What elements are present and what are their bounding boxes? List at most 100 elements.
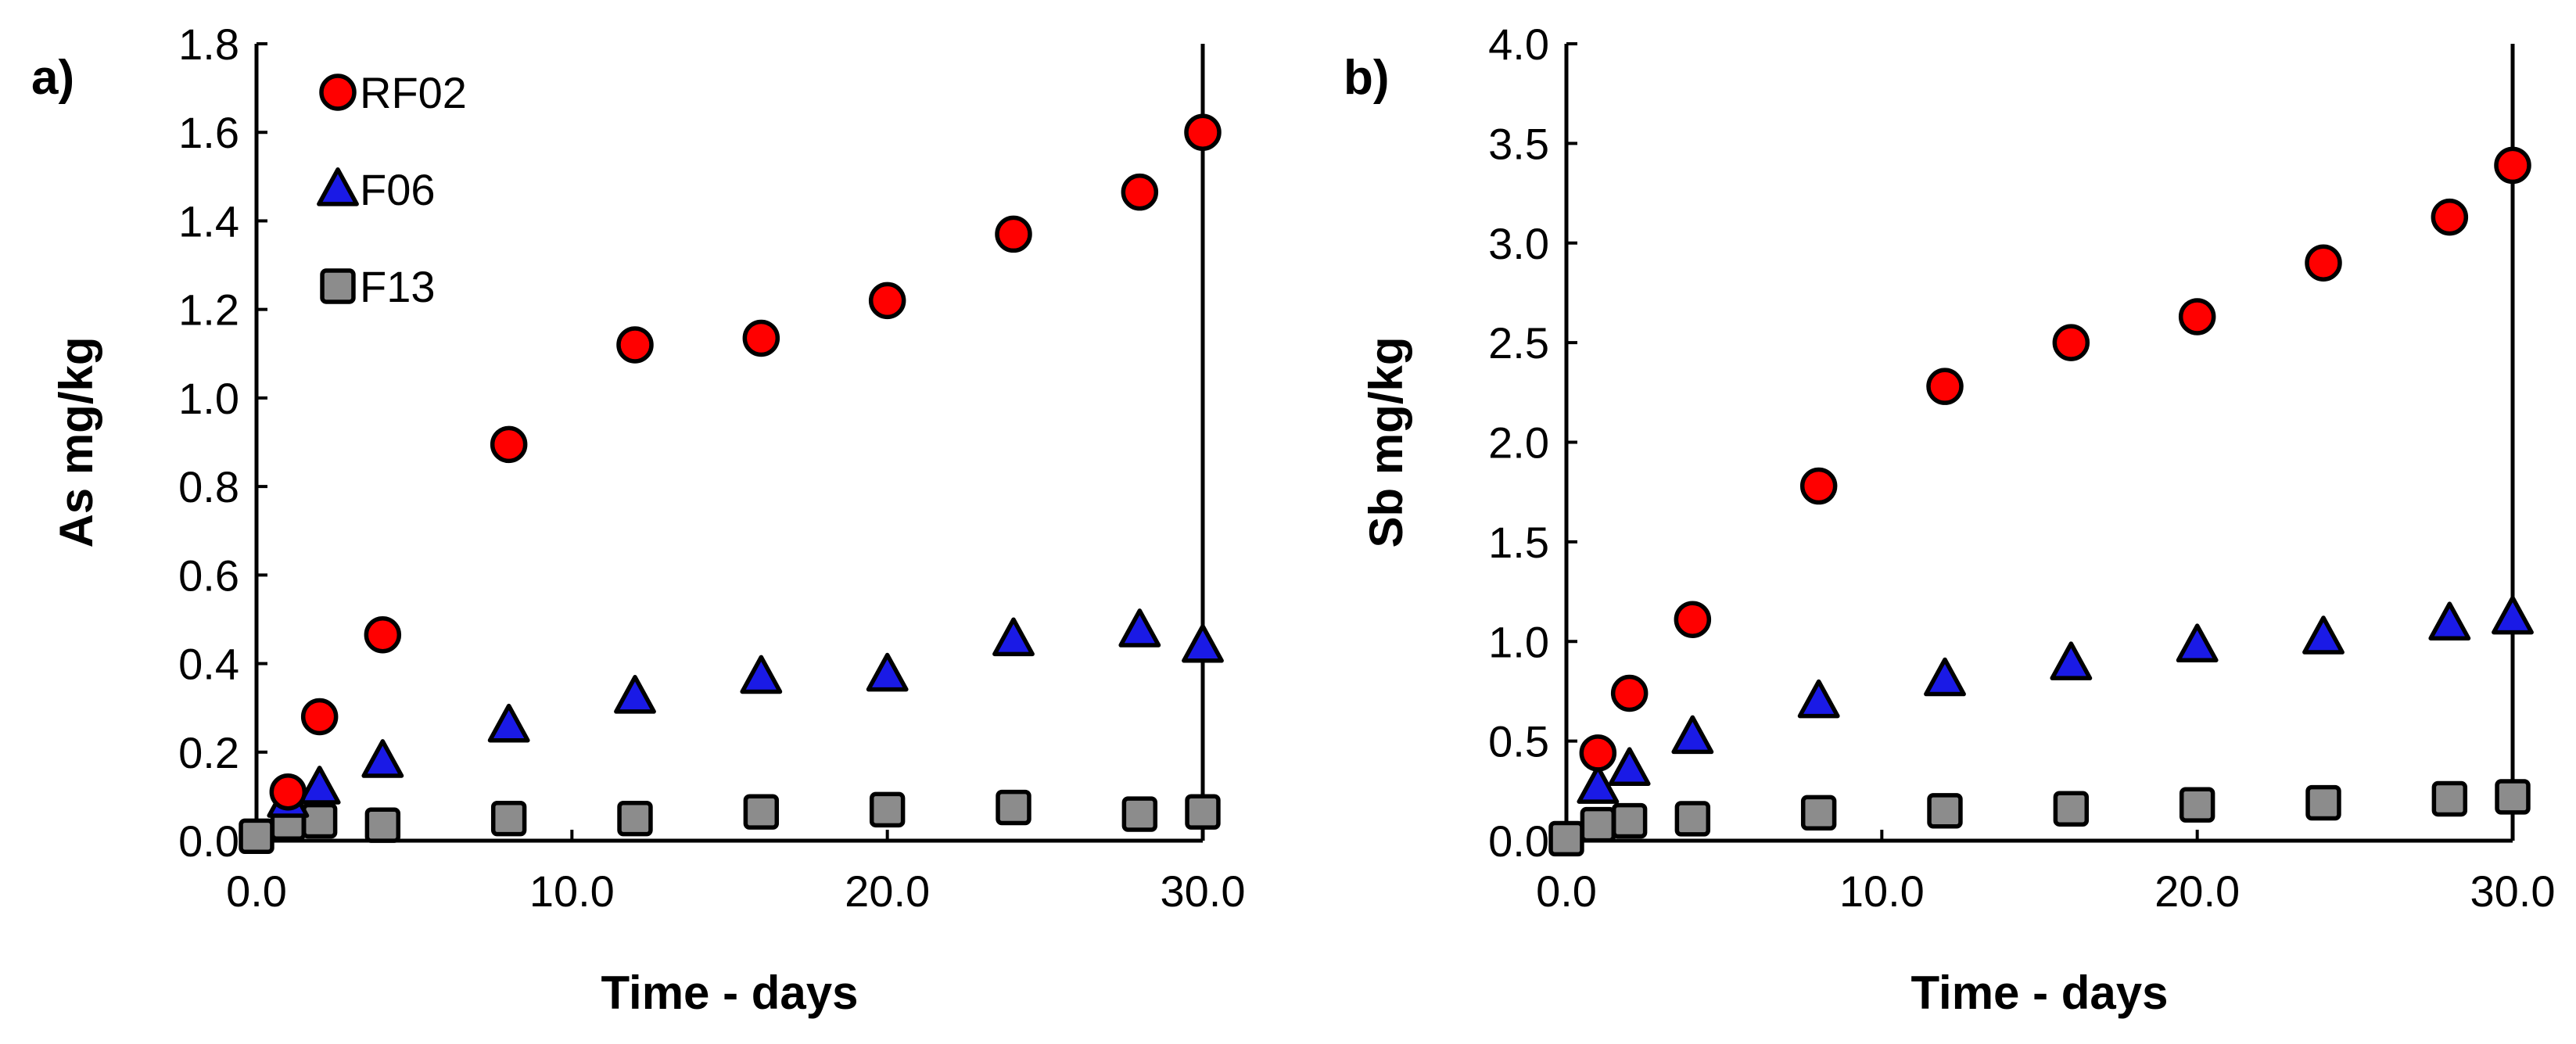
data-point-RF02	[1579, 734, 1617, 772]
y-tick-label: 1.4	[178, 196, 239, 246]
data-point-F06	[1671, 715, 1714, 755]
data-point-RF02	[2494, 146, 2531, 185]
data-point-F06	[1577, 765, 1620, 804]
legend-marker-F06	[317, 167, 359, 206]
panel-label: b)	[1344, 51, 1390, 105]
data-point-RF02	[616, 326, 654, 364]
y-tick-label: 0.8	[178, 462, 239, 511]
series-F06	[267, 608, 1224, 818]
data-point-F06	[866, 652, 909, 692]
data-point-F13	[996, 789, 1031, 826]
data-point-RF02	[868, 282, 906, 320]
y-tick-label: 1.2	[178, 285, 239, 335]
x-tick-label: 30.0	[2470, 866, 2556, 916]
x-tick-label: 10.0	[529, 866, 615, 916]
data-point-F06	[2428, 601, 2471, 640]
y-tick-label: 4.0	[1488, 20, 1549, 69]
y-tick-label: 2.0	[1488, 418, 1549, 468]
legend-label-F06: F06	[360, 165, 436, 214]
data-point-F13	[239, 818, 274, 855]
series-RF02	[269, 113, 1222, 811]
series-F06	[1577, 595, 2534, 804]
data-point-RF02	[2178, 298, 2216, 335]
data-point-RF02	[1926, 368, 1964, 405]
data-point-RF02	[300, 698, 339, 736]
x-tick-label: 20.0	[2154, 866, 2240, 916]
data-point-RF02	[2305, 244, 2342, 282]
x-tick-label: 20.0	[845, 866, 930, 916]
y-tick-label: 1.0	[1488, 617, 1549, 666]
data-point-RF02	[2052, 324, 2090, 361]
data-point-F13	[869, 791, 906, 828]
data-point-F13	[1800, 795, 1837, 831]
data-point-F06	[2492, 595, 2534, 635]
y-tick-label: 2.5	[1488, 318, 1549, 368]
data-point-F06	[1118, 608, 1161, 648]
chart-panel-b: 0.0 0.5 1.0 1.5 2.0 2.5 3.0 3.5 4.0 0.0 10.0 20.0 30…	[1344, 20, 2556, 1019]
data-point-F13	[1927, 793, 1963, 829]
data-point-F06	[2176, 623, 2219, 662]
y-tick-label: 3.5	[1488, 119, 1549, 168]
x-tick-label: 0.0	[1536, 866, 1597, 916]
data-point-RF02	[995, 215, 1032, 253]
y-tick-label: 0.5	[1488, 717, 1549, 766]
data-point-F06	[1608, 747, 1651, 786]
data-point-RF02	[742, 319, 780, 357]
y-tick-label: 1.5	[1488, 518, 1549, 567]
data-point-F06	[361, 739, 404, 778]
x-axis-title: Time - days	[601, 967, 858, 1019]
x-tick-label: 10.0	[1839, 866, 1925, 916]
data-point-F06	[992, 617, 1035, 657]
y-tick-label: 0.0	[1488, 816, 1549, 866]
series-RF02	[1579, 146, 2531, 772]
data-point-F13	[364, 807, 401, 843]
panel-label: a)	[31, 51, 74, 105]
data-point-RF02	[1121, 173, 1159, 211]
data-point-F13	[1185, 794, 1221, 830]
legend: RF02 F06 F13	[317, 68, 467, 311]
data-point-F13	[1611, 802, 1648, 839]
y-tick-label: 0.4	[178, 640, 239, 689]
data-point-F13	[2179, 787, 2215, 823]
legend-label-RF02: RF02	[360, 68, 467, 117]
data-point-F13	[2053, 791, 2090, 827]
data-point-F13	[2305, 784, 2341, 821]
data-point-F06	[487, 703, 530, 743]
data-point-RF02	[1674, 601, 1712, 638]
y-tick-label: 1.0	[178, 374, 239, 423]
data-point-F06	[298, 766, 341, 805]
data-point-F06	[1797, 679, 1840, 719]
data-point-F13	[490, 800, 527, 837]
y-tick-label: 0.2	[178, 728, 239, 777]
x-tick-label: 0.0	[226, 866, 287, 916]
series-F13	[1548, 779, 2531, 857]
data-point-F13	[1580, 806, 1616, 843]
y-tick-label: 1.6	[178, 108, 239, 157]
y-tick-label: 1.8	[178, 20, 239, 69]
data-point-F13	[743, 794, 780, 830]
data-point-F06	[2302, 615, 2345, 655]
y-axis-title: Sb mg/kg	[1360, 336, 1412, 547]
data-point-F13	[1121, 796, 1158, 832]
data-point-RF02	[1184, 113, 1222, 151]
legend-marker-RF02	[319, 74, 357, 111]
y-tick-label: 3.0	[1488, 219, 1549, 268]
data-point-RF02	[364, 616, 402, 654]
data-point-F13	[301, 802, 338, 839]
data-point-F13	[1674, 801, 1711, 837]
data-point-RF02	[269, 773, 307, 811]
data-point-RF02	[490, 425, 528, 464]
data-point-F06	[1924, 657, 1966, 697]
data-point-F06	[2050, 641, 2093, 680]
data-point-F06	[614, 675, 656, 714]
y-tick-label: 0.6	[178, 551, 239, 600]
data-point-RF02	[1799, 467, 1838, 505]
data-point-F13	[2495, 779, 2531, 815]
data-point-F06	[1182, 623, 1224, 663]
x-tick-label: 30.0	[1161, 866, 1246, 916]
data-point-F13	[2431, 780, 2468, 817]
chart-panel-a: 0.0 0.2 0.4 0.6 0.8 1.0 1.2 1.4 1.6 1.8 0.0 10.0 20.…	[31, 20, 1246, 1019]
data-point-F13	[617, 800, 653, 837]
series-F13	[239, 789, 1221, 855]
